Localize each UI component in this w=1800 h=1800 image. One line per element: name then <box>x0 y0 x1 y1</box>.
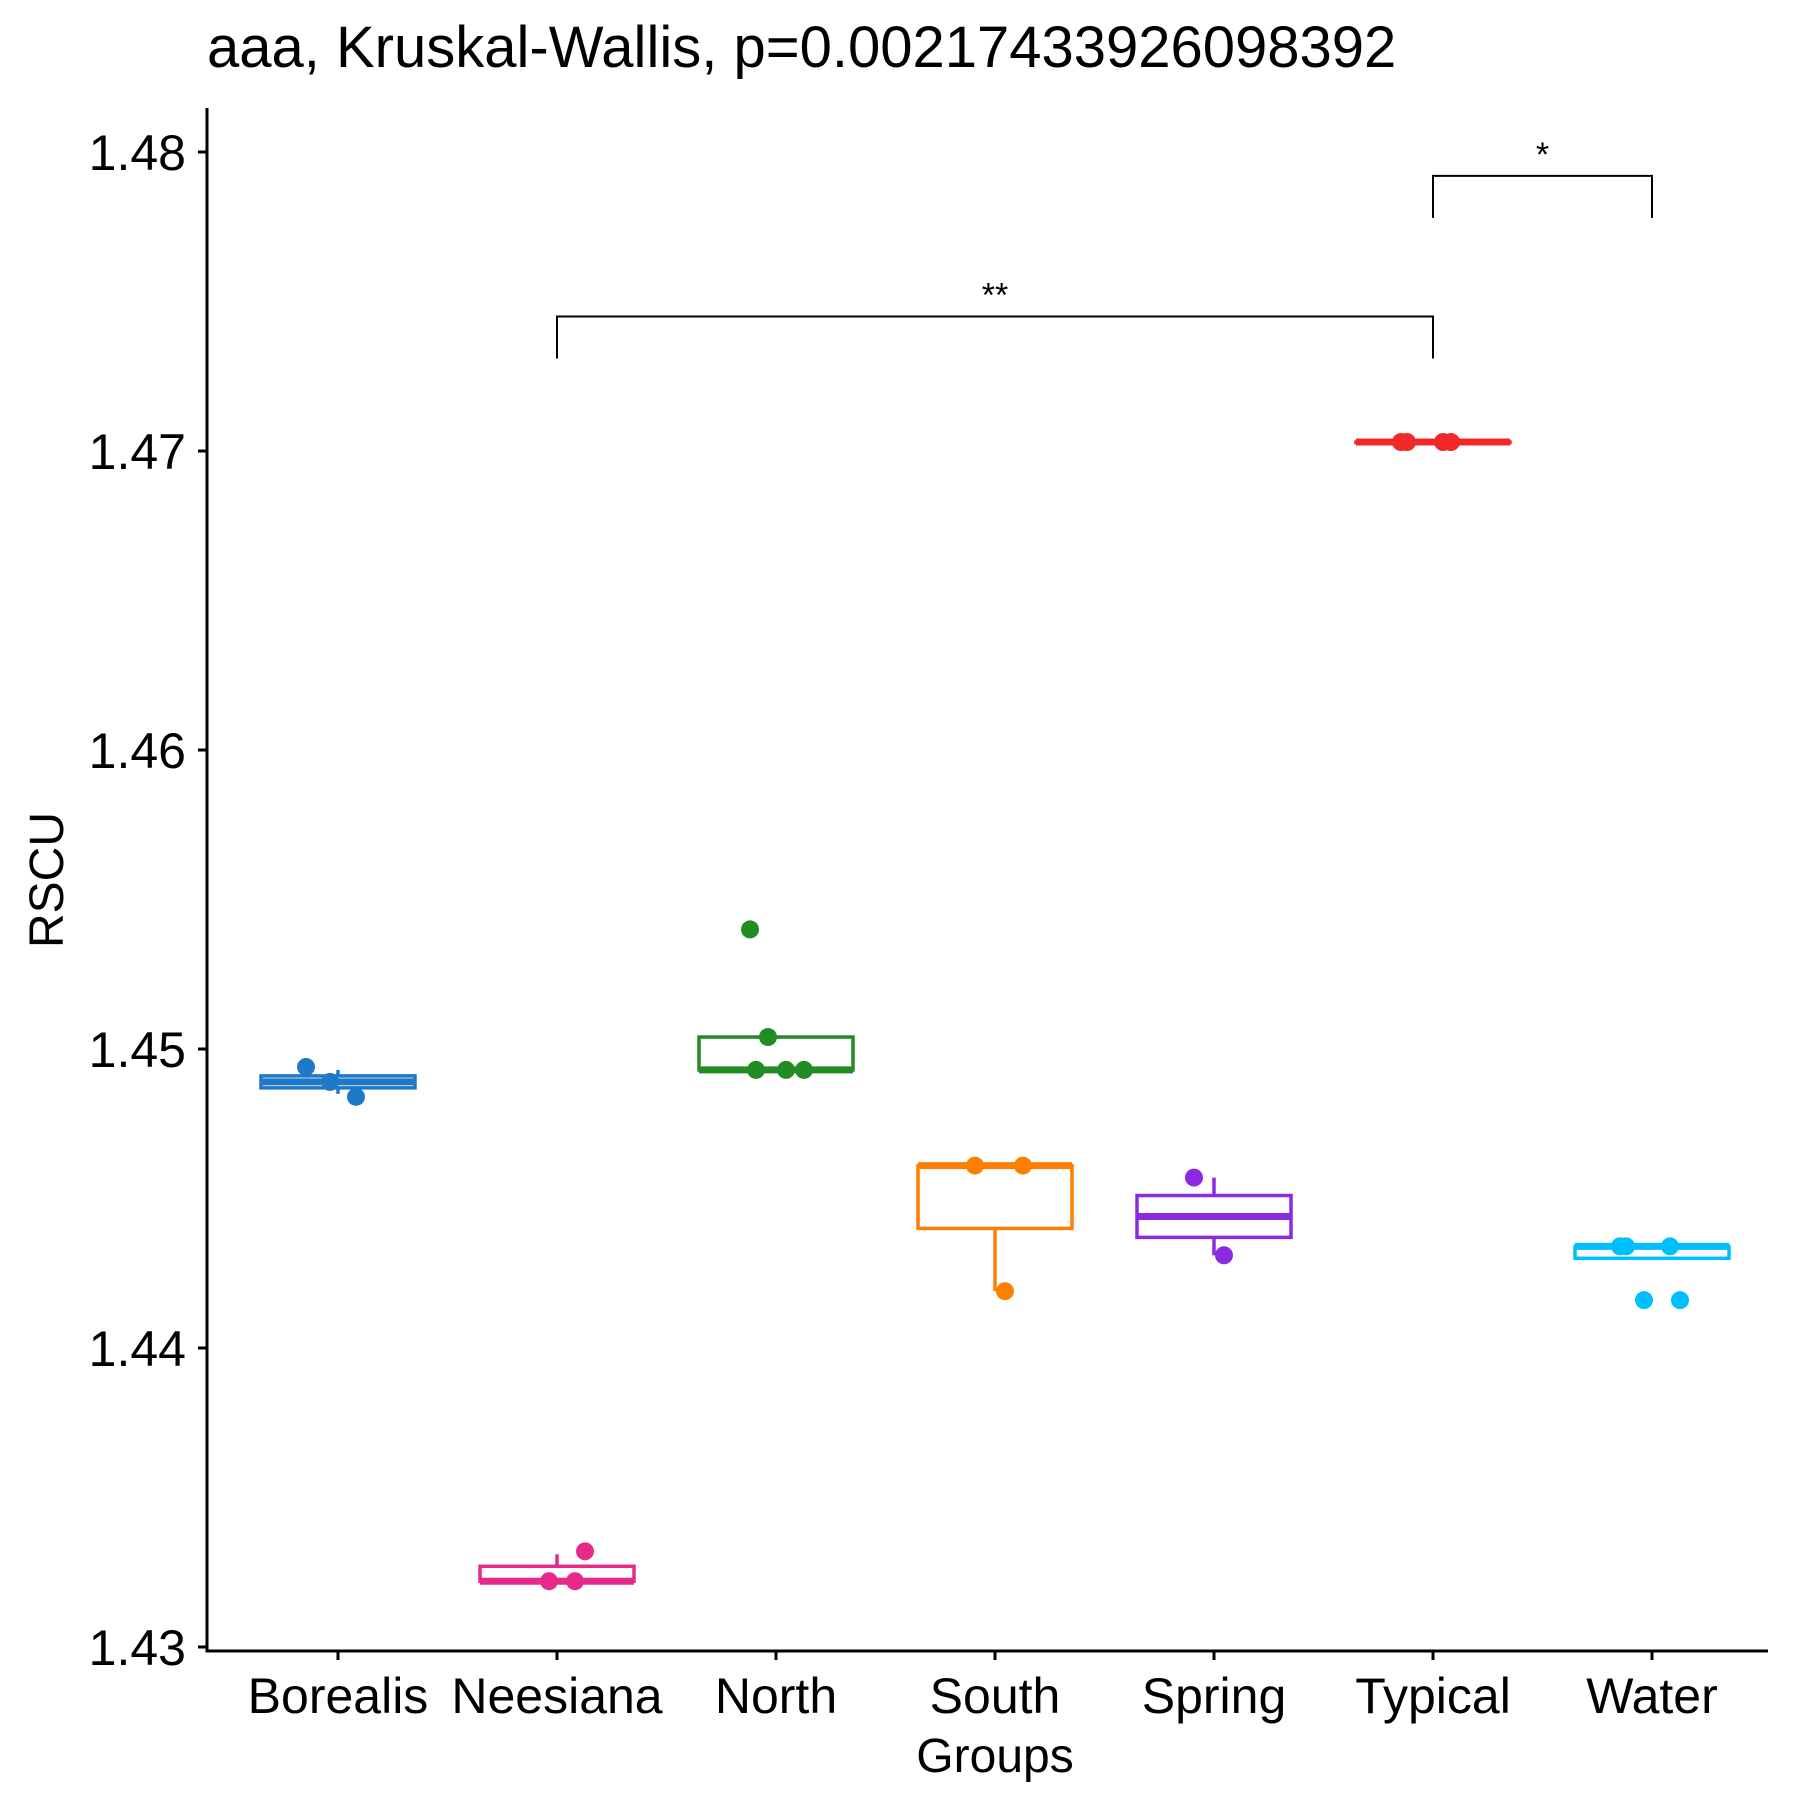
x-tick-label: Neesiana <box>451 1668 662 1724</box>
box-group-north <box>697 920 855 1079</box>
data-point <box>996 1282 1014 1301</box>
data-point <box>759 1028 777 1047</box>
data-point <box>347 1087 365 1106</box>
data-point <box>747 1060 765 1079</box>
bracket-line <box>556 315 1434 359</box>
box-group-water <box>1573 1237 1731 1310</box>
box-group-south <box>916 1156 1074 1301</box>
box-group-spring <box>1135 1168 1293 1265</box>
x-tick-label: Spring <box>1142 1668 1287 1724</box>
significance-label: ** <box>982 276 1008 314</box>
data-point <box>566 1572 584 1591</box>
data-point <box>1611 1237 1629 1256</box>
data-point <box>1661 1237 1679 1256</box>
significance-label: * <box>1536 136 1549 174</box>
data-point <box>795 1060 813 1079</box>
significance-bracket: * <box>1432 136 1653 218</box>
chart-title: aaa, Kruskal-Wallis, p=0.002174339260983… <box>207 15 1396 80</box>
data-point <box>321 1072 339 1091</box>
x-tick-label: Typical <box>1355 1668 1511 1724</box>
data-point <box>1635 1291 1653 1310</box>
x-tick-label: Borealis <box>248 1668 429 1724</box>
data-point <box>576 1542 594 1561</box>
y-tick-label: 1.43 <box>89 1620 186 1676</box>
y-tick-label: 1.48 <box>89 125 186 181</box>
data-point <box>1392 433 1410 452</box>
box <box>916 1163 1074 1231</box>
x-tick-label: Water <box>1586 1668 1718 1724</box>
box-group-typical <box>1354 433 1512 452</box>
data-point <box>966 1156 984 1175</box>
y-axis-ticks: 1.43 1.44 1.45 1.46 1.47 1.48 <box>89 125 207 1676</box>
y-tick-label: 1.47 <box>89 424 186 480</box>
x-axis-ticks: Borealis Neesiana North South Spring Typical W… <box>248 1651 1718 1724</box>
x-axis-title: Groups <box>916 1730 1073 1783</box>
x-tick-label: North <box>715 1668 837 1724</box>
data-point <box>777 1060 795 1079</box>
data-point <box>1014 1156 1032 1175</box>
significance-bracket: ** <box>556 276 1434 359</box>
y-axis-title: RSCU <box>21 812 74 948</box>
bracket-line <box>1432 174 1653 218</box>
y-tick-label: 1.45 <box>89 1022 186 1078</box>
x-tick-label: South <box>930 1668 1061 1724</box>
box-group-borealis <box>259 1057 417 1106</box>
data-point <box>297 1057 315 1076</box>
data-point <box>1185 1168 1203 1187</box>
data-point <box>1671 1291 1689 1310</box>
data-point <box>1215 1246 1233 1265</box>
box-group-neesiana <box>478 1542 636 1591</box>
y-tick-label: 1.44 <box>89 1321 186 1377</box>
y-tick-label: 1.46 <box>89 723 186 779</box>
data-point <box>540 1572 558 1591</box>
significance-brackets: *** <box>556 136 1653 359</box>
data-point <box>741 920 759 939</box>
box <box>697 1035 855 1072</box>
data-point <box>1442 433 1460 452</box>
boxes <box>259 433 1731 1591</box>
